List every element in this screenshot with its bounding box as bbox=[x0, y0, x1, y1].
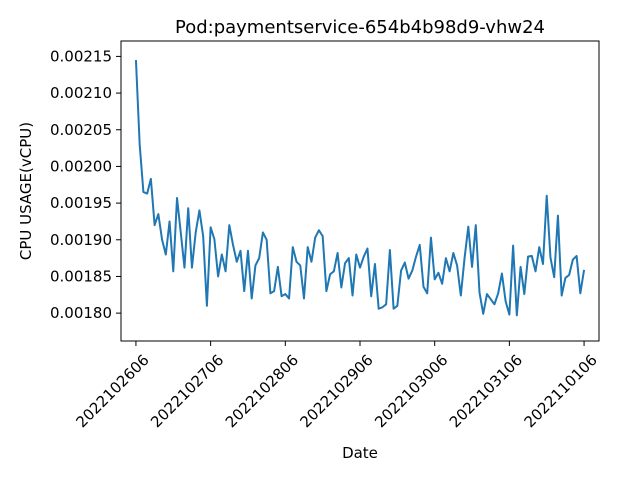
plot-area bbox=[134, 60, 586, 317]
y-tick-label: 0.00185 bbox=[50, 267, 112, 285]
x-tick-label: 2022102606 bbox=[72, 351, 152, 431]
y-tick-label: 0.00210 bbox=[50, 84, 112, 102]
axes-frame bbox=[120, 40, 600, 342]
x-tick-label: 2022103006 bbox=[371, 351, 451, 431]
y-tick-label: 0.00215 bbox=[50, 47, 112, 65]
x-axis-title: Date bbox=[342, 444, 378, 462]
y-tick-label: 0.00190 bbox=[50, 231, 112, 249]
y-tick-label: 0.00205 bbox=[50, 121, 112, 139]
chart-title: Pod:paymentservice-654b4b98d9-vhw24 bbox=[175, 17, 545, 38]
x-tick-label: 2022110106 bbox=[521, 351, 601, 431]
y-tick-label: 0.00200 bbox=[50, 157, 112, 175]
x-tick-label: 2022103106 bbox=[446, 351, 526, 431]
x-tick-label: 2022102806 bbox=[222, 351, 302, 431]
x-axis: 2022102606202210270620221028062022102906… bbox=[72, 341, 601, 431]
y-axis-title: CPU USAGE(vCPU) bbox=[17, 122, 35, 260]
y-axis: 0.00180 0.00185 0.00190 0.00195 0.00200 0.002… bbox=[50, 47, 121, 322]
x-tick-label: 2022102706 bbox=[147, 351, 227, 431]
y-tick-label: 0.00195 bbox=[50, 194, 112, 212]
series-line-0 bbox=[134, 60, 586, 317]
x-tick-label: 2022102906 bbox=[297, 351, 377, 431]
y-tick-label: 0.00180 bbox=[50, 304, 112, 322]
